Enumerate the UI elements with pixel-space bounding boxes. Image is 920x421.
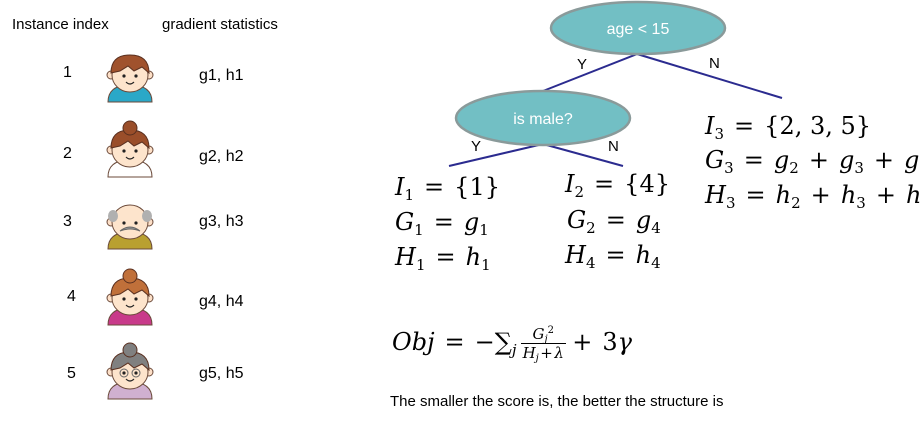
root-yes-label: Y xyxy=(577,56,587,73)
leaf1-instances: I1 = {1} xyxy=(395,173,500,204)
caption: The smaller the score is, the better the… xyxy=(390,393,724,410)
child-node-label: is male? xyxy=(513,111,573,128)
gradient-stats: g5, h5 xyxy=(199,365,244,382)
objective-formula: Obj = −∑j Gj2 Hj + λ + 3γ xyxy=(392,325,632,364)
leaf1-hessian-sum: H1 = h1 xyxy=(395,243,491,274)
child-node xyxy=(454,89,632,147)
edge-child-yes xyxy=(448,143,544,167)
edge-root-no xyxy=(636,53,783,99)
edge-child-no xyxy=(542,143,624,167)
leaf3-hessian-sum: H3 = h2 + h3 + h5 xyxy=(705,181,920,212)
instance-index: 2 xyxy=(63,145,72,162)
instance-index-header: Instance index xyxy=(12,16,109,33)
edge-root-yes xyxy=(542,53,638,92)
instance-index: 5 xyxy=(67,365,76,382)
child-yes-label: Y xyxy=(471,138,481,155)
instance-index: 1 xyxy=(63,64,72,81)
mother-icon xyxy=(106,120,154,178)
root-node-label: age < 15 xyxy=(607,21,670,38)
objective-rhs: + 3γ xyxy=(569,328,632,356)
child-no-label: N xyxy=(608,138,619,155)
boy-icon xyxy=(106,54,154,103)
gradient-statistics-header: gradient statistics xyxy=(162,16,278,33)
gradient-stats: g2, h2 xyxy=(199,148,244,165)
leaf3-instances: I3 = {2, 3, 5} xyxy=(705,112,872,143)
leaf2-gradient-sum: G2 = g4 xyxy=(567,206,661,237)
gradient-stats: g3, h3 xyxy=(199,213,244,230)
leaf2-hessian-sum: H4 = h4 xyxy=(565,241,661,272)
objective-numerator: Gj2 xyxy=(520,325,566,345)
objective-lhs: Obj = −∑j xyxy=(392,328,517,359)
objective-denominator: Hj + λ xyxy=(522,344,564,364)
gradient-stats: g4, h4 xyxy=(199,293,244,310)
root-node xyxy=(549,0,727,56)
instance-index: 3 xyxy=(63,213,72,230)
grandfather-icon xyxy=(106,204,154,250)
girl-icon xyxy=(106,268,154,326)
instance-index: 4 xyxy=(67,288,76,305)
grandmother-icon xyxy=(106,342,154,400)
objective-fraction: Gj2 Hj + λ xyxy=(520,325,566,364)
leaf3-gradient-sum: G3 = g2 + g3 + g5 xyxy=(705,146,920,177)
gradient-stats: g1, h1 xyxy=(199,67,244,84)
root-no-label: N xyxy=(709,55,720,72)
leaf1-gradient-sum: G1 = g1 xyxy=(395,208,489,239)
leaf2-instances: I2 = {4} xyxy=(565,170,670,201)
